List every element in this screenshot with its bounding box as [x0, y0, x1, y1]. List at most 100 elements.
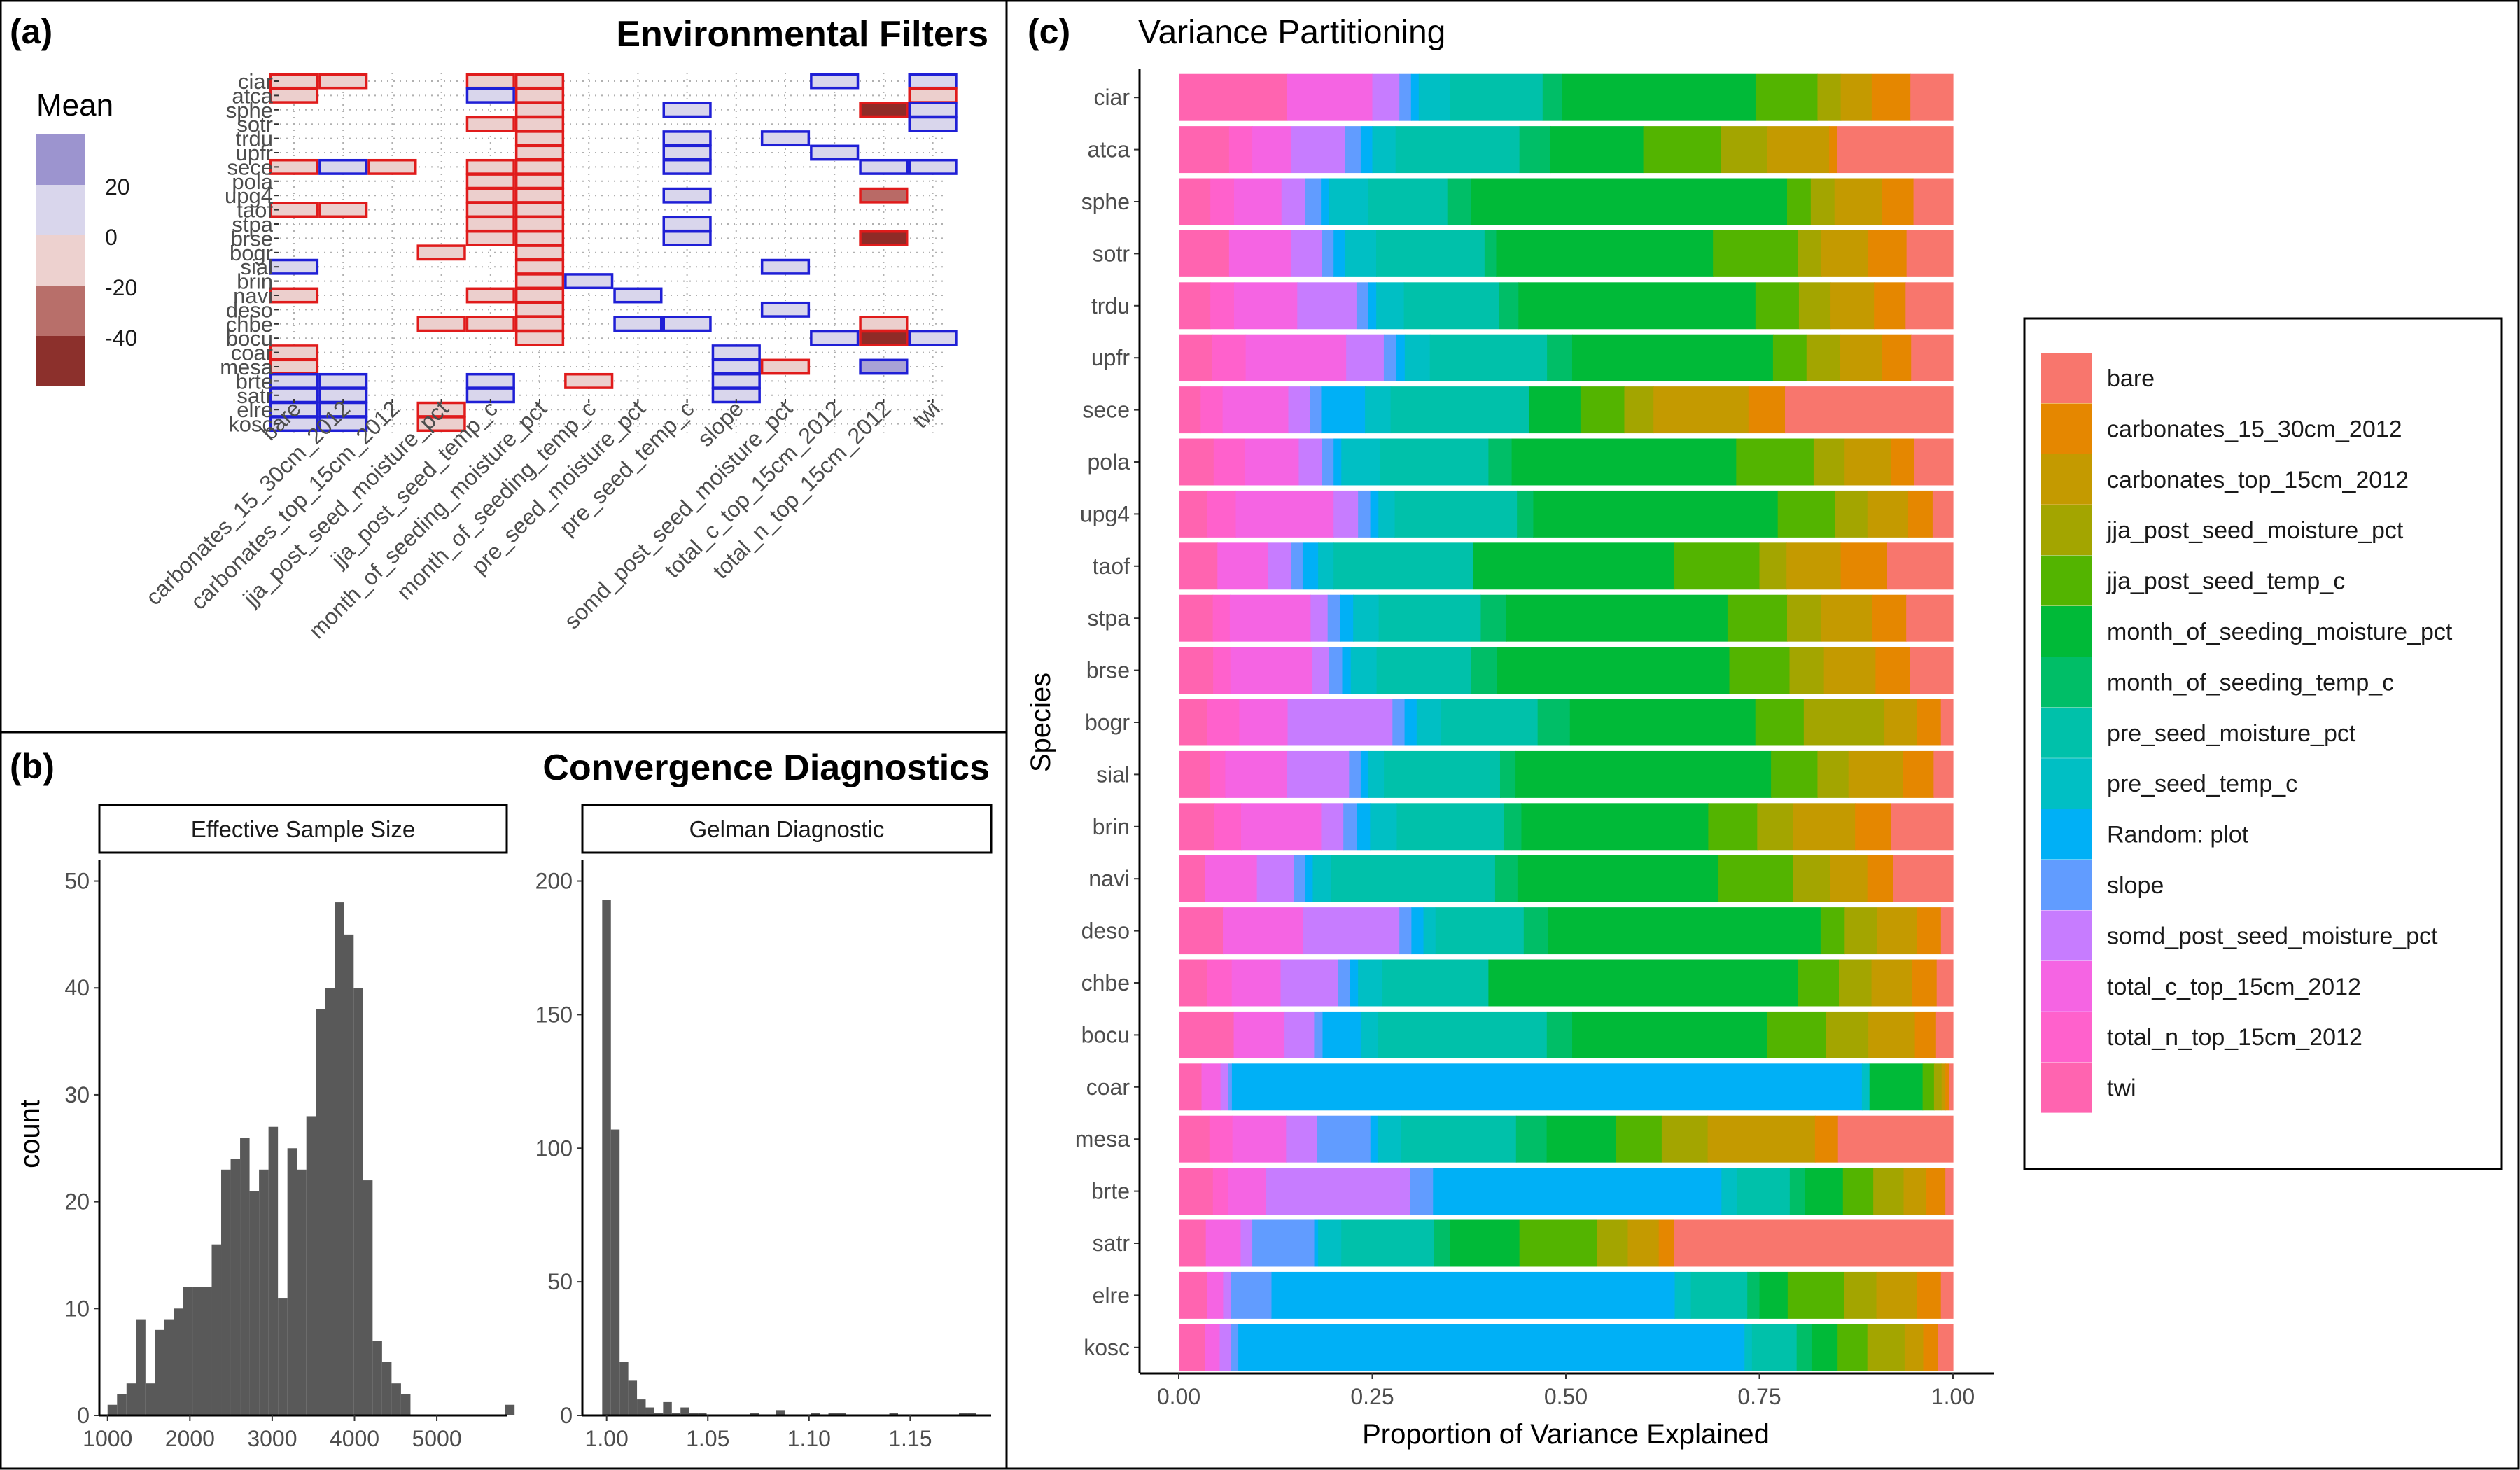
- stacked-bar-segment: [1331, 855, 1496, 902]
- stacked-bar-segment: [1356, 282, 1369, 330]
- stacked-bar-segment: [1179, 1115, 1210, 1163]
- heatmap-cell: [269, 87, 319, 104]
- stacked-bar-segment: [1550, 126, 1644, 174]
- stacked-bar-segment: [1228, 1168, 1267, 1215]
- stacked-bar-segment: [1179, 750, 1210, 798]
- stacked-bar-segment: [1236, 490, 1334, 538]
- stacked-bar-segment: [1288, 386, 1311, 434]
- stacked-bar-segment: [1222, 386, 1289, 434]
- y-tick-label: 150: [536, 1002, 573, 1027]
- stacked-bar-segment: [1517, 855, 1719, 902]
- y-tick-label: 10: [64, 1296, 90, 1321]
- y-tick-label: taof: [237, 198, 273, 223]
- stacked-bar-segment: [1597, 1219, 1629, 1267]
- stacked-bar-segment: [1516, 750, 1772, 798]
- stacked-bar-segment: [1789, 647, 1825, 694]
- legend-color-key: [2041, 758, 2092, 809]
- heatmap-cell: [859, 330, 909, 346]
- stacked-bar-segment: [1380, 438, 1489, 486]
- stacked-bar-segment: [1907, 490, 1933, 538]
- histogram-bar: [316, 1009, 326, 1415]
- heatmap-cell: [564, 273, 614, 290]
- heatmap-cell: [859, 158, 909, 175]
- x-tick-label: 1.15: [888, 1426, 932, 1451]
- histogram-bar: [828, 1413, 837, 1415]
- stacked-bar-segment: [1207, 959, 1233, 1007]
- stacked-bar-segment: [1690, 1271, 1748, 1319]
- stacked-bar-segment: [1914, 1011, 1937, 1058]
- histogram-bar: [183, 1287, 193, 1415]
- stacked-bar-segment: [1245, 334, 1347, 382]
- heatmap-cell: [318, 372, 368, 389]
- stacked-bar-segment: [1877, 907, 1918, 955]
- panel-a-frame: [0, 0, 1008, 734]
- histogram-bar: [811, 1413, 820, 1415]
- stacked-bar-segment: [1395, 126, 1520, 174]
- panel-c-title: Variance Partitioning: [1138, 14, 1446, 51]
- histogram-bar: [117, 1394, 127, 1415]
- y-tick-label: 0: [77, 1403, 90, 1428]
- heatmap-cell: [711, 344, 761, 361]
- stacked-bar-segment: [1329, 647, 1343, 694]
- stacked-bar-segment: [1923, 1324, 1939, 1371]
- stacked-bar-segment: [1616, 1115, 1662, 1163]
- facet-strip-label: Effective Sample Size: [191, 816, 415, 842]
- legend-color-key: [2041, 960, 2092, 1011]
- stacked-bar-segment: [1291, 542, 1303, 590]
- panel-a-title: Environmental Filters: [616, 14, 988, 55]
- facet-strip: [98, 804, 508, 854]
- x-tick-label: 0.50: [1544, 1384, 1588, 1409]
- stacked-bar-segment: [1785, 386, 1954, 434]
- stacked-bar-segment: [1821, 594, 1873, 642]
- stacked-bar-segment: [1496, 230, 1714, 277]
- stacked-bar-segment: [1450, 1219, 1520, 1267]
- stacked-bar-segment: [1736, 1168, 1791, 1215]
- stacked-bar-segment: [1511, 438, 1737, 486]
- legend-color-key: [2041, 403, 2092, 454]
- stacked-bar-segment: [1882, 334, 1912, 382]
- stacked-bar-segment: [1372, 126, 1396, 174]
- stacked-bar-segment: [1343, 803, 1357, 850]
- stacked-bar-segment: [1210, 750, 1226, 798]
- stacked-bar-segment: [1399, 74, 1412, 121]
- stacked-bar-segment: [1893, 855, 1954, 902]
- y-tick-label: sotr: [1093, 241, 1130, 266]
- stacked-bar-segment: [1751, 1324, 1798, 1371]
- stacked-bar-segment: [1904, 1324, 1924, 1371]
- heatmap-plot: ciaratcasphesotrtrduupfrsecepolaupg4taof…: [141, 69, 958, 643]
- stacked-bar-segment: [1179, 74, 1288, 121]
- stacked-bar-segment: [1291, 126, 1346, 174]
- heatmap-cell: [465, 87, 515, 104]
- stacked-bar-segment: [1268, 542, 1292, 590]
- stacked-bar-segment: [1179, 334, 1213, 382]
- stacked-bar-segment: [1231, 1324, 1239, 1371]
- stacked-bar-segment: [1305, 178, 1322, 225]
- stacked-bar-segment: [1303, 907, 1400, 955]
- stacked-bar-segment: [1840, 74, 1872, 121]
- legend-color-key: [2041, 353, 2092, 403]
- legend-label: slope: [2107, 872, 2164, 899]
- histogram-bar: [155, 1329, 164, 1415]
- histogram-bar: [211, 1244, 222, 1415]
- heatmap-cell: [416, 244, 466, 261]
- heatmap-cell: [514, 273, 565, 290]
- stacked-bar-segment: [1811, 1324, 1838, 1371]
- stacked-bar-segment: [1938, 1324, 1954, 1371]
- heatmap-cell: [514, 187, 565, 204]
- legend-color-key: [2041, 606, 2092, 657]
- heatmap-cell: [908, 158, 958, 175]
- stacked-bar-segment: [1410, 1168, 1434, 1215]
- histogram-bar: [297, 1169, 307, 1415]
- stacked-bar-segment: [1643, 126, 1721, 174]
- stacked-bar-segment: [1848, 750, 1903, 798]
- heatmap-cell: [662, 144, 712, 161]
- stacked-bar-segment: [1252, 1219, 1315, 1267]
- stacked-bar-segment: [1179, 855, 1205, 902]
- y-tick-label: atca: [1088, 137, 1130, 162]
- stacked-bar-segment: [1922, 1063, 1935, 1111]
- y-tick-label: elre: [237, 398, 273, 422]
- stacked-bar-segment: [1516, 1115, 1548, 1163]
- y-tick-label: sece: [1082, 398, 1130, 423]
- stacked-bar-segment: [1368, 178, 1448, 225]
- stacked-bar-segment: [1787, 594, 1822, 642]
